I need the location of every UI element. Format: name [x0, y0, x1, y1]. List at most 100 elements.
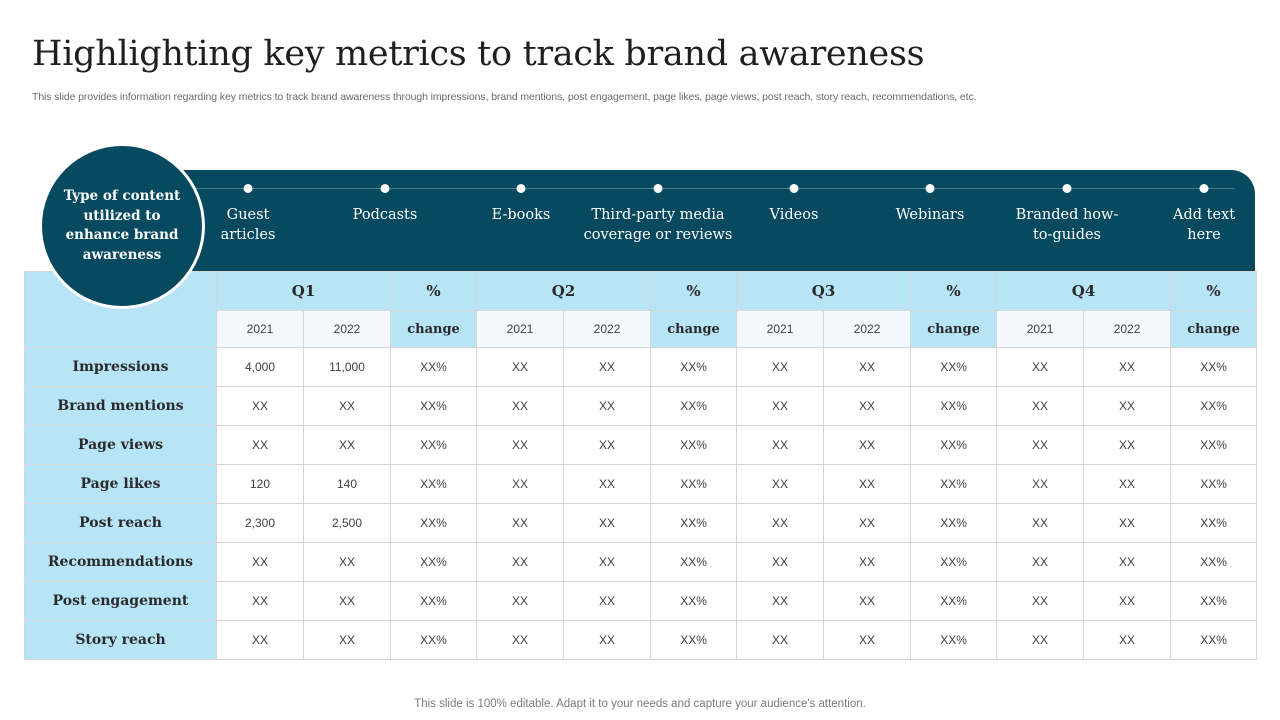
table-cell: XX: [216, 386, 304, 426]
change-header: change: [390, 310, 478, 348]
percent-header: %: [650, 271, 738, 311]
table-cell: XX: [996, 503, 1085, 543]
content-type-label: Add text here: [1172, 207, 1236, 243]
timeline-dot: [380, 184, 390, 193]
table-cell: XX: [216, 425, 304, 465]
content-type-label: Webinars: [895, 207, 965, 223]
table-cell: XX: [1083, 425, 1172, 465]
slide-title: Highlighting key metrics to track brand …: [32, 34, 925, 74]
year-header: 2022: [563, 310, 652, 348]
table-row: Recommendations XX XX XX% XX XX XX% XX XX XX% XX XX…: [24, 542, 1258, 582]
table-row: Page likes 120 140 XX% XX XX XX% XX XX XX% XX XX XX%: [24, 464, 1258, 504]
table-cell: XX: [216, 542, 304, 582]
content-type-circle: Type of content utilized to enhance bran…: [39, 143, 205, 309]
table-cell: 2,500: [302, 503, 392, 543]
table-cell: XX: [823, 425, 912, 465]
table-cell: XX: [476, 425, 565, 465]
table-cell: XX%: [650, 425, 738, 465]
table-cell: XX: [1083, 542, 1172, 582]
timeline-dot: [789, 184, 799, 193]
year-header: 2021: [736, 310, 825, 348]
year-header: 2021: [996, 310, 1085, 348]
table-cell: XX%: [650, 347, 738, 387]
table-cell: XX: [823, 581, 912, 621]
table-cell: XX%: [650, 386, 738, 426]
table-cell: XX: [736, 464, 825, 504]
content-type-label: Videos: [769, 207, 819, 223]
table-cell: XX: [476, 581, 565, 621]
table-cell: XX: [823, 542, 912, 582]
table-cell: 120: [216, 464, 304, 504]
year-header: 2022: [823, 310, 912, 348]
content-type-label: Third-party media coverage or reviews: [583, 207, 733, 243]
metric-label: Impressions: [24, 347, 217, 387]
table-cell: XX: [1083, 581, 1172, 621]
table-cell: XX: [216, 581, 304, 621]
table-cell: XX: [996, 620, 1085, 660]
table-cell: XX%: [390, 542, 478, 582]
table-cell: XX: [1083, 620, 1172, 660]
content-type-label: E-books: [491, 207, 551, 223]
table-cell: XX: [823, 347, 912, 387]
table-cell: XX: [563, 425, 652, 465]
table-cell: XX: [563, 620, 652, 660]
slide-footer: This slide is 100% editable. Adapt it to…: [414, 698, 866, 710]
table-cell: XX%: [1170, 542, 1258, 582]
table-cell: XX: [476, 503, 565, 543]
table-cell: 11,000: [302, 347, 392, 387]
table-cell: XX%: [390, 347, 478, 387]
timeline-dot: [516, 184, 526, 193]
table-cell: XX%: [910, 386, 998, 426]
change-header: change: [1170, 310, 1258, 348]
table-row: Impressions 4,000 11,000 XX% XX XX XX% XX XX XX% X…: [24, 347, 1258, 387]
table-cell: XX: [563, 464, 652, 504]
table-cell: XX%: [650, 503, 738, 543]
table-cell: XX%: [1170, 386, 1258, 426]
table-cell: XX: [996, 347, 1085, 387]
change-header: change: [650, 310, 738, 348]
table-cell: XX: [736, 347, 825, 387]
table-cell: XX: [736, 581, 825, 621]
table-cell: XX%: [1170, 464, 1258, 504]
table-row: Post reach 2,300 2,500 XX% XX XX XX% XX XX XX% XX X…: [24, 503, 1258, 543]
table-row: Story reach XX XX XX% XX XX XX% XX XX XX% XX XX XX%: [24, 620, 1258, 660]
table-cell: XX%: [390, 503, 478, 543]
timeline-dot: [925, 184, 935, 193]
percent-header: %: [1170, 271, 1258, 311]
slide-subtitle: This slide provides information regardin…: [32, 91, 977, 103]
table-cell: XX: [996, 425, 1085, 465]
table-cell: XX: [563, 503, 652, 543]
table-row: Brand mentions XX XX XX% XX XX XX% XX XX XX% XX XX X…: [24, 386, 1258, 426]
metrics-table: Q1% Q2% Q3% Q4% 2021 2022 change 2021 2022 change…: [24, 271, 1258, 660]
content-type-banner: [155, 170, 1255, 271]
table-cell: XX%: [910, 581, 998, 621]
table-cell: XX%: [390, 581, 478, 621]
table-cell: XX: [996, 464, 1085, 504]
table-cell: XX: [302, 386, 392, 426]
table-cell: XX: [302, 542, 392, 582]
table-cell: XX: [1083, 386, 1172, 426]
table-cell: XX%: [910, 425, 998, 465]
year-header-row: 2021 2022 change 2021 2022 change 2021 2022 chan…: [25, 310, 1258, 348]
table-cell: XX: [736, 386, 825, 426]
table-cell: 4,000: [216, 347, 304, 387]
quarter-header: Q3: [736, 271, 912, 311]
table-cell: XX: [823, 464, 912, 504]
table-cell: XX: [476, 620, 565, 660]
timeline-line: [180, 188, 1235, 189]
table-cell: XX%: [910, 464, 998, 504]
table-cell: XX: [302, 620, 392, 660]
table-cell: XX%: [1170, 347, 1258, 387]
percent-header: %: [910, 271, 998, 311]
quarter-header-row: Q1% Q2% Q3% Q4%: [24, 271, 1258, 348]
table-cell: XX: [563, 347, 652, 387]
table-cell: XX: [216, 620, 304, 660]
circle-label: Type of content utilized to enhance bran…: [63, 188, 181, 263]
quarter-header: Q2: [476, 271, 652, 311]
table-cell: XX%: [910, 542, 998, 582]
table-cell: XX: [736, 503, 825, 543]
table-cell: XX%: [390, 425, 478, 465]
table-cell: XX%: [650, 464, 738, 504]
metric-label: Recommendations: [24, 542, 217, 582]
table-cell: XX: [563, 542, 652, 582]
